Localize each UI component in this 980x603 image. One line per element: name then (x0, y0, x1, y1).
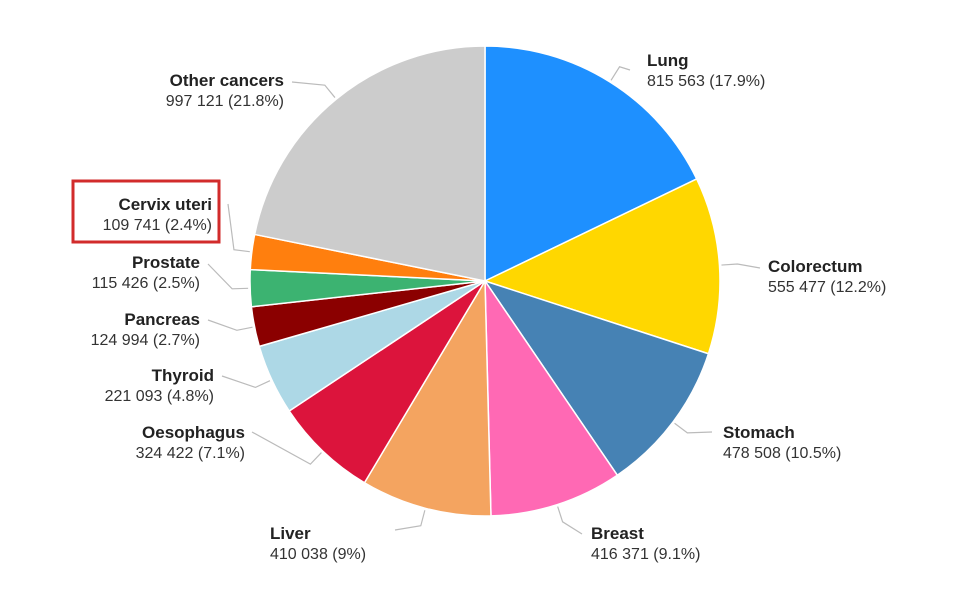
slice-value-pancreas: 124 994 (2.7%) (91, 332, 200, 349)
slice-value-breast: 416 371 (9.1%) (591, 546, 700, 563)
slice-value-stomach: 478 508 (10.5%) (723, 445, 841, 462)
pie-slice-lung (484, 45, 698, 283)
slice-value-cervix-uteri: 109 741 (2.4%) (103, 217, 212, 234)
slice-label-breast: Breast 416 371 (9.1%) (591, 524, 700, 563)
pie-slice-oesophagus (288, 280, 486, 484)
slice-label-prostate: Prostate 115 426 (2.5%) (92, 253, 200, 292)
slice-label-cervix-uteri: Cervix uteri 109 741 (2.4%) (103, 195, 212, 234)
slice-name-oesophagus: Oesophagus (142, 423, 245, 442)
leader-line-breast (557, 506, 583, 535)
leader-line-pancreas (207, 319, 253, 331)
slice-value-prostate: 115 426 (2.5%) (92, 275, 200, 292)
pie-slice-stomach (483, 279, 710, 477)
leader-line-oesophagus (251, 431, 322, 465)
slice-name-colorectum: Colorectum (768, 257, 862, 276)
slice-label-colorectum: Colorectum 555 477 (12.2%) (768, 257, 886, 296)
pie-slice-other-cancers (253, 45, 486, 282)
leader-line-stomach (674, 422, 713, 434)
leader-line-thyroid (221, 375, 271, 389)
slice-name-other-cancers: Other cancers (170, 71, 284, 90)
slice-name-thyroid: Thyroid (152, 366, 214, 385)
labels-layer: Lung 815 563 (17.9%) Colorectum 555 477 (12… (71, 51, 886, 563)
slice-name-pancreas: Pancreas (124, 310, 200, 329)
slice-label-liver: Liver 410 038 (9%) (270, 524, 366, 563)
slice-label-lung: Lung 815 563 (17.9%) (647, 51, 765, 90)
slice-label-other-cancers: Other cancers 997 121 (21.8%) (166, 71, 284, 110)
pie-slice-colorectum (482, 177, 721, 355)
slices-layer (249, 45, 721, 517)
slice-value-thyroid: 221 093 (4.8%) (105, 388, 214, 405)
slice-label-oesophagus: Oesophagus 324 422 (7.1%) (136, 423, 245, 462)
slice-value-liver: 410 038 (9%) (270, 546, 366, 563)
slice-name-stomach: Stomach (723, 423, 795, 442)
slice-name-liver: Liver (270, 524, 311, 543)
leader-line-liver (394, 510, 426, 531)
leader-line-prostate (207, 263, 249, 290)
leader-line-lung (610, 66, 631, 81)
slice-name-lung: Lung (647, 51, 689, 70)
slice-value-oesophagus: 324 422 (7.1%) (136, 445, 245, 462)
slice-label-thyroid: Thyroid 221 093 (4.8%) (105, 366, 214, 405)
leader-line-other-cancers (291, 81, 336, 98)
slice-name-prostate: Prostate (132, 253, 200, 272)
leader-line-cervix-uteri (227, 203, 250, 253)
slice-value-colorectum: 555 477 (12.2%) (768, 279, 886, 296)
slice-value-other-cancers: 997 121 (21.8%) (166, 93, 284, 110)
slice-name-cervix-uteri: Cervix uteri (118, 195, 212, 214)
leader-lines-layer (207, 66, 761, 535)
slice-label-stomach: Stomach 478 508 (10.5%) (723, 423, 841, 462)
slice-name-breast: Breast (591, 524, 644, 543)
slice-label-pancreas: Pancreas 124 994 (2.7%) (91, 310, 200, 349)
highlight-box-cervix-uteri (71, 179, 221, 244)
leader-line-colorectum (721, 263, 761, 269)
pie-slice-liver (363, 278, 492, 517)
pie-slice-breast (484, 278, 619, 517)
slice-value-lung: 815 563 (17.9%) (647, 73, 765, 90)
